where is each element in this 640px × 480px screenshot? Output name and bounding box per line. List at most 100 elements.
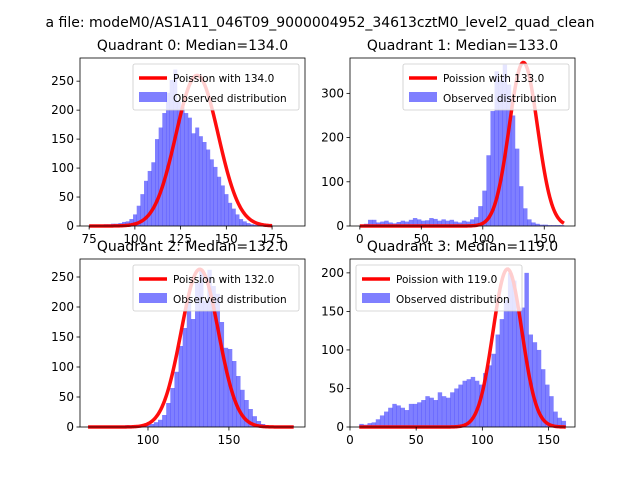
histogram-bar [388,222,393,226]
histogram-bar [253,224,258,226]
histogram-bar [470,219,475,226]
x-tick-label: 100 [471,433,494,447]
histogram-bar [527,219,532,226]
histogram-bar [248,409,253,427]
histogram-bar [474,380,480,427]
histogram-bar [396,405,401,427]
histogram-bar [490,111,495,226]
y-tick-label: 50 [59,390,74,404]
histogram-bar [491,353,496,427]
histogram-bar [486,155,491,226]
histogram-bar [178,346,183,427]
histogram-bar [384,411,389,427]
histogram-bar [371,422,377,427]
y-tick-label: 150 [321,304,344,318]
x-tick-label: 150 [537,433,560,447]
legend-obs-swatch [139,293,167,303]
legend-box [132,63,300,111]
histogram-bar [437,220,442,226]
histogram-bar [184,113,189,226]
y-tick-label: 50 [59,190,74,204]
histogram-bar [231,208,236,226]
histogram-bar [441,396,447,427]
x-tick-label: 150 [215,232,238,246]
histogram-bar [379,415,385,427]
x-tick-label: 75 [82,232,97,246]
histogram-bar [206,149,211,226]
histogram-bar [147,170,152,226]
histogram-bar [506,84,512,227]
histogram-bar [466,379,472,427]
histogram-bar [151,162,156,226]
legend-obs-label: Observed distribution [396,294,510,306]
histogram-bar [429,218,434,226]
histogram-bar [162,415,167,427]
histogram-bar [211,286,216,427]
y-tick-label: 0 [336,219,344,233]
histogram-bar [547,225,552,226]
histogram-bar [507,272,513,427]
histogram-bar [478,206,483,226]
chart-title: Quadrant 3: Median=119.0 [367,239,558,255]
histogram-bar [149,424,155,427]
axes-frame [79,258,306,428]
y-tick-label: 100 [321,343,344,357]
y-tick-label: 200 [51,300,74,314]
x-tick-label: 150 [533,232,556,246]
x-tick-label: 125 [169,232,192,246]
x-tick-label: 0 [346,433,354,447]
histogram-bar [392,403,397,427]
histogram-bar [487,365,492,427]
histogram-bar [445,397,451,427]
histogram-bar [153,422,159,427]
histogram-bar [461,220,467,226]
histogram-bar [155,139,159,226]
y-tick-label: 100 [51,360,74,374]
histogram-bar [454,388,459,427]
histogram-bar [228,202,233,226]
histogram-bar [217,176,222,226]
histogram-bar [520,307,525,427]
histogram-bar [433,400,439,427]
legend-fit-label: Poission with 133.0 [443,73,544,85]
chart-title: Quadrant 0: Median=134.0 [97,38,288,54]
legend-box [355,264,523,312]
legend-obs-label: Observed distribution [443,93,557,105]
histogram-bar [429,397,434,427]
histogram-bar [470,376,476,427]
chart-title: Quadrant 2: Median=132.0 [97,239,288,255]
x-tick-label: 0 [356,232,364,246]
histogram-bar [380,221,385,226]
legend-fit-label: Poission with 119.0 [396,274,497,286]
legend-obs-swatch [362,293,390,303]
histogram-bar [499,319,505,427]
y-tick-label: 200 [51,103,74,117]
histogram-bar [495,334,500,427]
legend-obs-label: Observed distribution [173,294,287,306]
histogram-bar [462,380,467,427]
legend-obs-swatch [409,92,437,102]
chart-title: Quadrant 1: Median=133.0 [367,38,558,54]
histogram-bar [136,205,141,226]
histogram-bar [145,425,151,427]
x-tick-label: 100 [137,433,160,447]
axes-frame [349,258,576,428]
histogram-bar [242,221,247,226]
histogram-bar [203,301,208,427]
histogram-bar [209,159,214,226]
histogram-bar [384,220,389,226]
histogram-bar [524,272,529,427]
histogram-bar [408,403,414,427]
axes-frame [79,57,306,227]
histogram-bar [445,220,450,226]
legend-fit-label: Poission with 134.0 [173,73,274,85]
histogram-bar [412,218,418,226]
x-tick-label: 50 [409,433,424,447]
histogram-bar [215,293,220,427]
histogram-bar [531,222,536,226]
histogram-bar [498,80,504,227]
y-tick-label: 200 [321,131,344,145]
histogram-bar [199,269,204,427]
histogram-bar [244,400,249,427]
